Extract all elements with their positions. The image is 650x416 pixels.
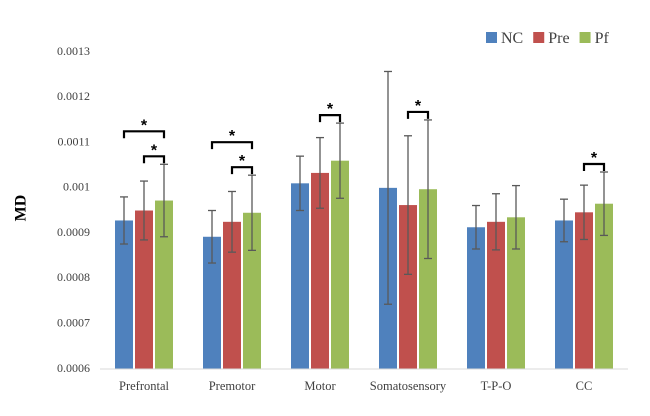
- bar-pf-premotor: [243, 212, 261, 369]
- category-label: Prefrontal: [119, 379, 170, 393]
- error-bars: [120, 70, 608, 305]
- legend-label-pre: Pre: [548, 30, 569, 47]
- category-label: Motor: [304, 379, 336, 393]
- y-tick-label: 0.0013: [57, 44, 90, 58]
- bar-nc-t-p-o: [467, 227, 485, 369]
- significance-bracket: [406, 110, 430, 119]
- legend-label-pf: Pf: [595, 30, 610, 47]
- significance-bracket: [318, 113, 342, 123]
- bar-pre-cc: [575, 212, 593, 369]
- y-axis-label: MD: [13, 195, 30, 222]
- y-tick-label: 0.0012: [57, 89, 90, 103]
- category-label: Somatosensory: [370, 379, 447, 393]
- bar-pf-t-p-o: [507, 217, 525, 369]
- bar-nc-motor: [291, 183, 309, 369]
- significance-bracket: [582, 162, 606, 172]
- y-tick-label: 0.0009: [57, 225, 90, 239]
- category-label: T-P-O: [481, 379, 512, 393]
- bar-nc-premotor: [203, 236, 221, 369]
- significance-star: *: [229, 128, 236, 145]
- significance-bracket: [210, 141, 254, 150]
- significance-star: *: [415, 98, 422, 115]
- legend-swatch-pf: [579, 32, 591, 43]
- bar-pf-prefrontal: [155, 200, 173, 369]
- y-tick-label: 0.0011: [57, 134, 90, 148]
- category-label: CC: [576, 379, 593, 393]
- legend: NC Pre Pf: [486, 30, 609, 47]
- significance-star: *: [141, 117, 148, 134]
- y-tick-label: 0.0007: [57, 315, 90, 329]
- category-labels: Prefrontal Premotor Motor Somatosensory T-P-…: [119, 379, 592, 393]
- category-label: Premotor: [209, 379, 256, 393]
- bar-pre-premotor: [223, 221, 241, 369]
- legend-swatch-pre: [533, 32, 545, 43]
- bar-pf-somatosensory: [419, 189, 437, 369]
- y-tick-label: 0.0008: [57, 270, 90, 284]
- y-axis-ticks: 0.0006 0.0007 0.0008 0.0009 0.001 0.0011 0.001…: [57, 44, 90, 375]
- significance-bracket: [122, 130, 166, 139]
- significance-bracket: [142, 155, 166, 164]
- bar-pre-motor: [311, 172, 329, 369]
- significance-star: *: [591, 150, 598, 167]
- y-tick-label: 0.0006: [57, 361, 90, 375]
- bar-pf-cc: [595, 203, 613, 369]
- significance-bracket: [230, 166, 254, 175]
- bar-pre-somatosensory: [399, 205, 417, 369]
- significance-star: *: [327, 101, 334, 118]
- bar-nc-prefrontal: [115, 220, 133, 369]
- legend-swatch-nc: [486, 32, 497, 43]
- significance-star: *: [151, 142, 158, 159]
- bar-pf-motor: [331, 160, 349, 369]
- bars: [115, 160, 613, 369]
- bar-nc-cc: [555, 220, 573, 369]
- significance-star: *: [239, 153, 246, 170]
- y-tick-label: 0.001: [63, 180, 90, 194]
- bar-pre-prefrontal: [135, 210, 153, 369]
- significance-brackets: ***** **: [122, 98, 606, 175]
- bar-pre-t-p-o: [487, 221, 505, 369]
- legend-label-nc: NC: [501, 30, 523, 47]
